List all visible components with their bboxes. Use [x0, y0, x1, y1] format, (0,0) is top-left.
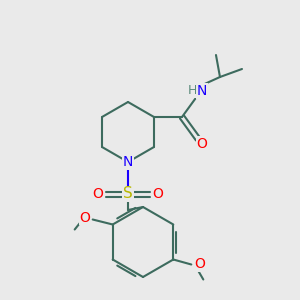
Text: O: O	[153, 187, 164, 201]
Text: H: H	[187, 85, 197, 98]
Text: S: S	[123, 187, 133, 202]
Text: O: O	[79, 211, 90, 224]
Text: O: O	[196, 137, 207, 151]
Text: N: N	[123, 155, 133, 169]
Text: O: O	[194, 257, 205, 272]
Text: N: N	[197, 84, 207, 98]
Text: O: O	[93, 187, 104, 201]
